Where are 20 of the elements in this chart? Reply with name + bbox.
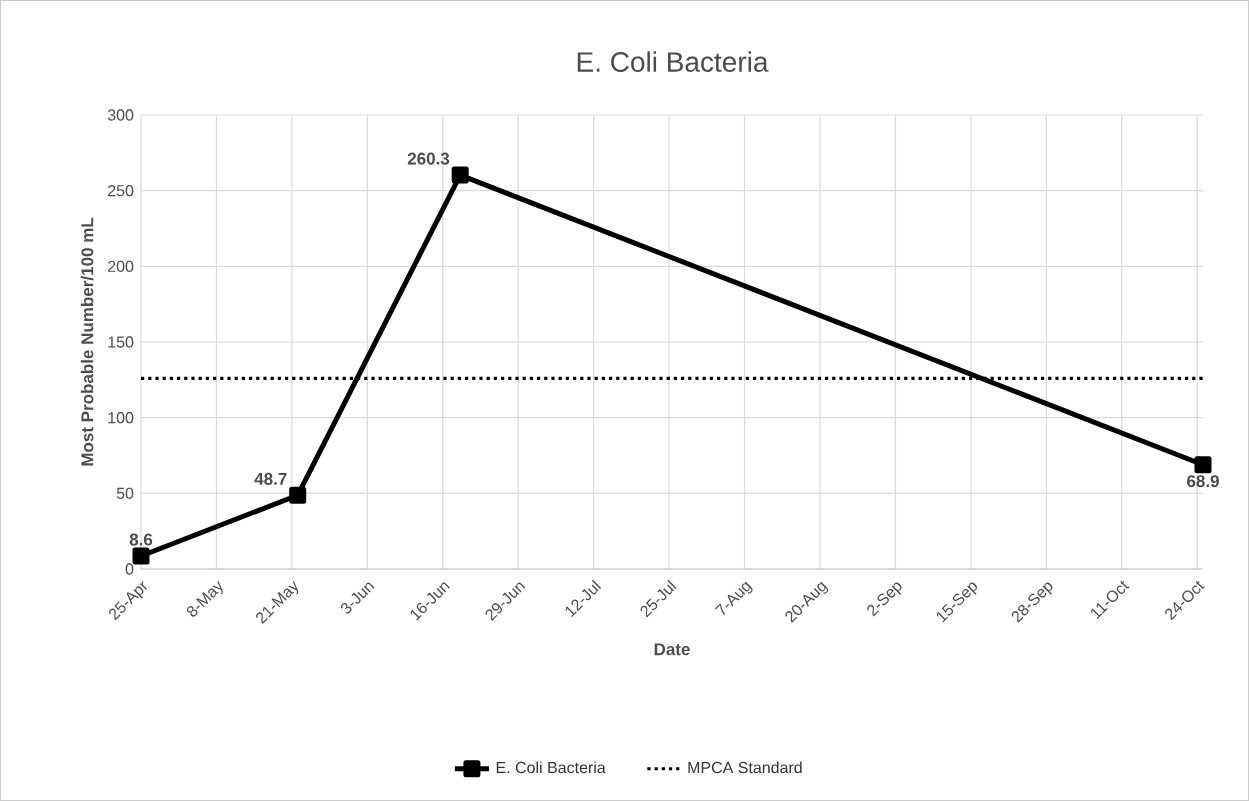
y-axis-title: Most Probable Number/100 mL	[80, 217, 94, 466]
chart-title: E. Coli Bacteria	[577, 51, 769, 72]
x-axis-title: Date	[654, 643, 690, 656]
legend-label: MPCA Standard	[688, 761, 802, 774]
y-tick-label: 300	[107, 109, 134, 121]
data-label: 48.7	[254, 472, 287, 485]
y-tick-label: 0	[125, 563, 134, 575]
y-tick-label: 250	[108, 185, 134, 197]
point	[451, 166, 469, 184]
data-label: 8.6	[129, 533, 153, 546]
data-label: 68.9	[1187, 475, 1219, 488]
data-label: 260.3	[407, 152, 450, 165]
point	[1194, 456, 1212, 474]
y-tick-label: 150	[108, 336, 134, 348]
y-tick-label: 50	[116, 487, 134, 499]
y-tick-label: 100	[108, 412, 134, 424]
y-tick-label: 200	[108, 260, 134, 272]
point	[132, 547, 150, 565]
legend-label: E. Coli Bacteria	[496, 761, 606, 774]
point	[289, 486, 307, 504]
